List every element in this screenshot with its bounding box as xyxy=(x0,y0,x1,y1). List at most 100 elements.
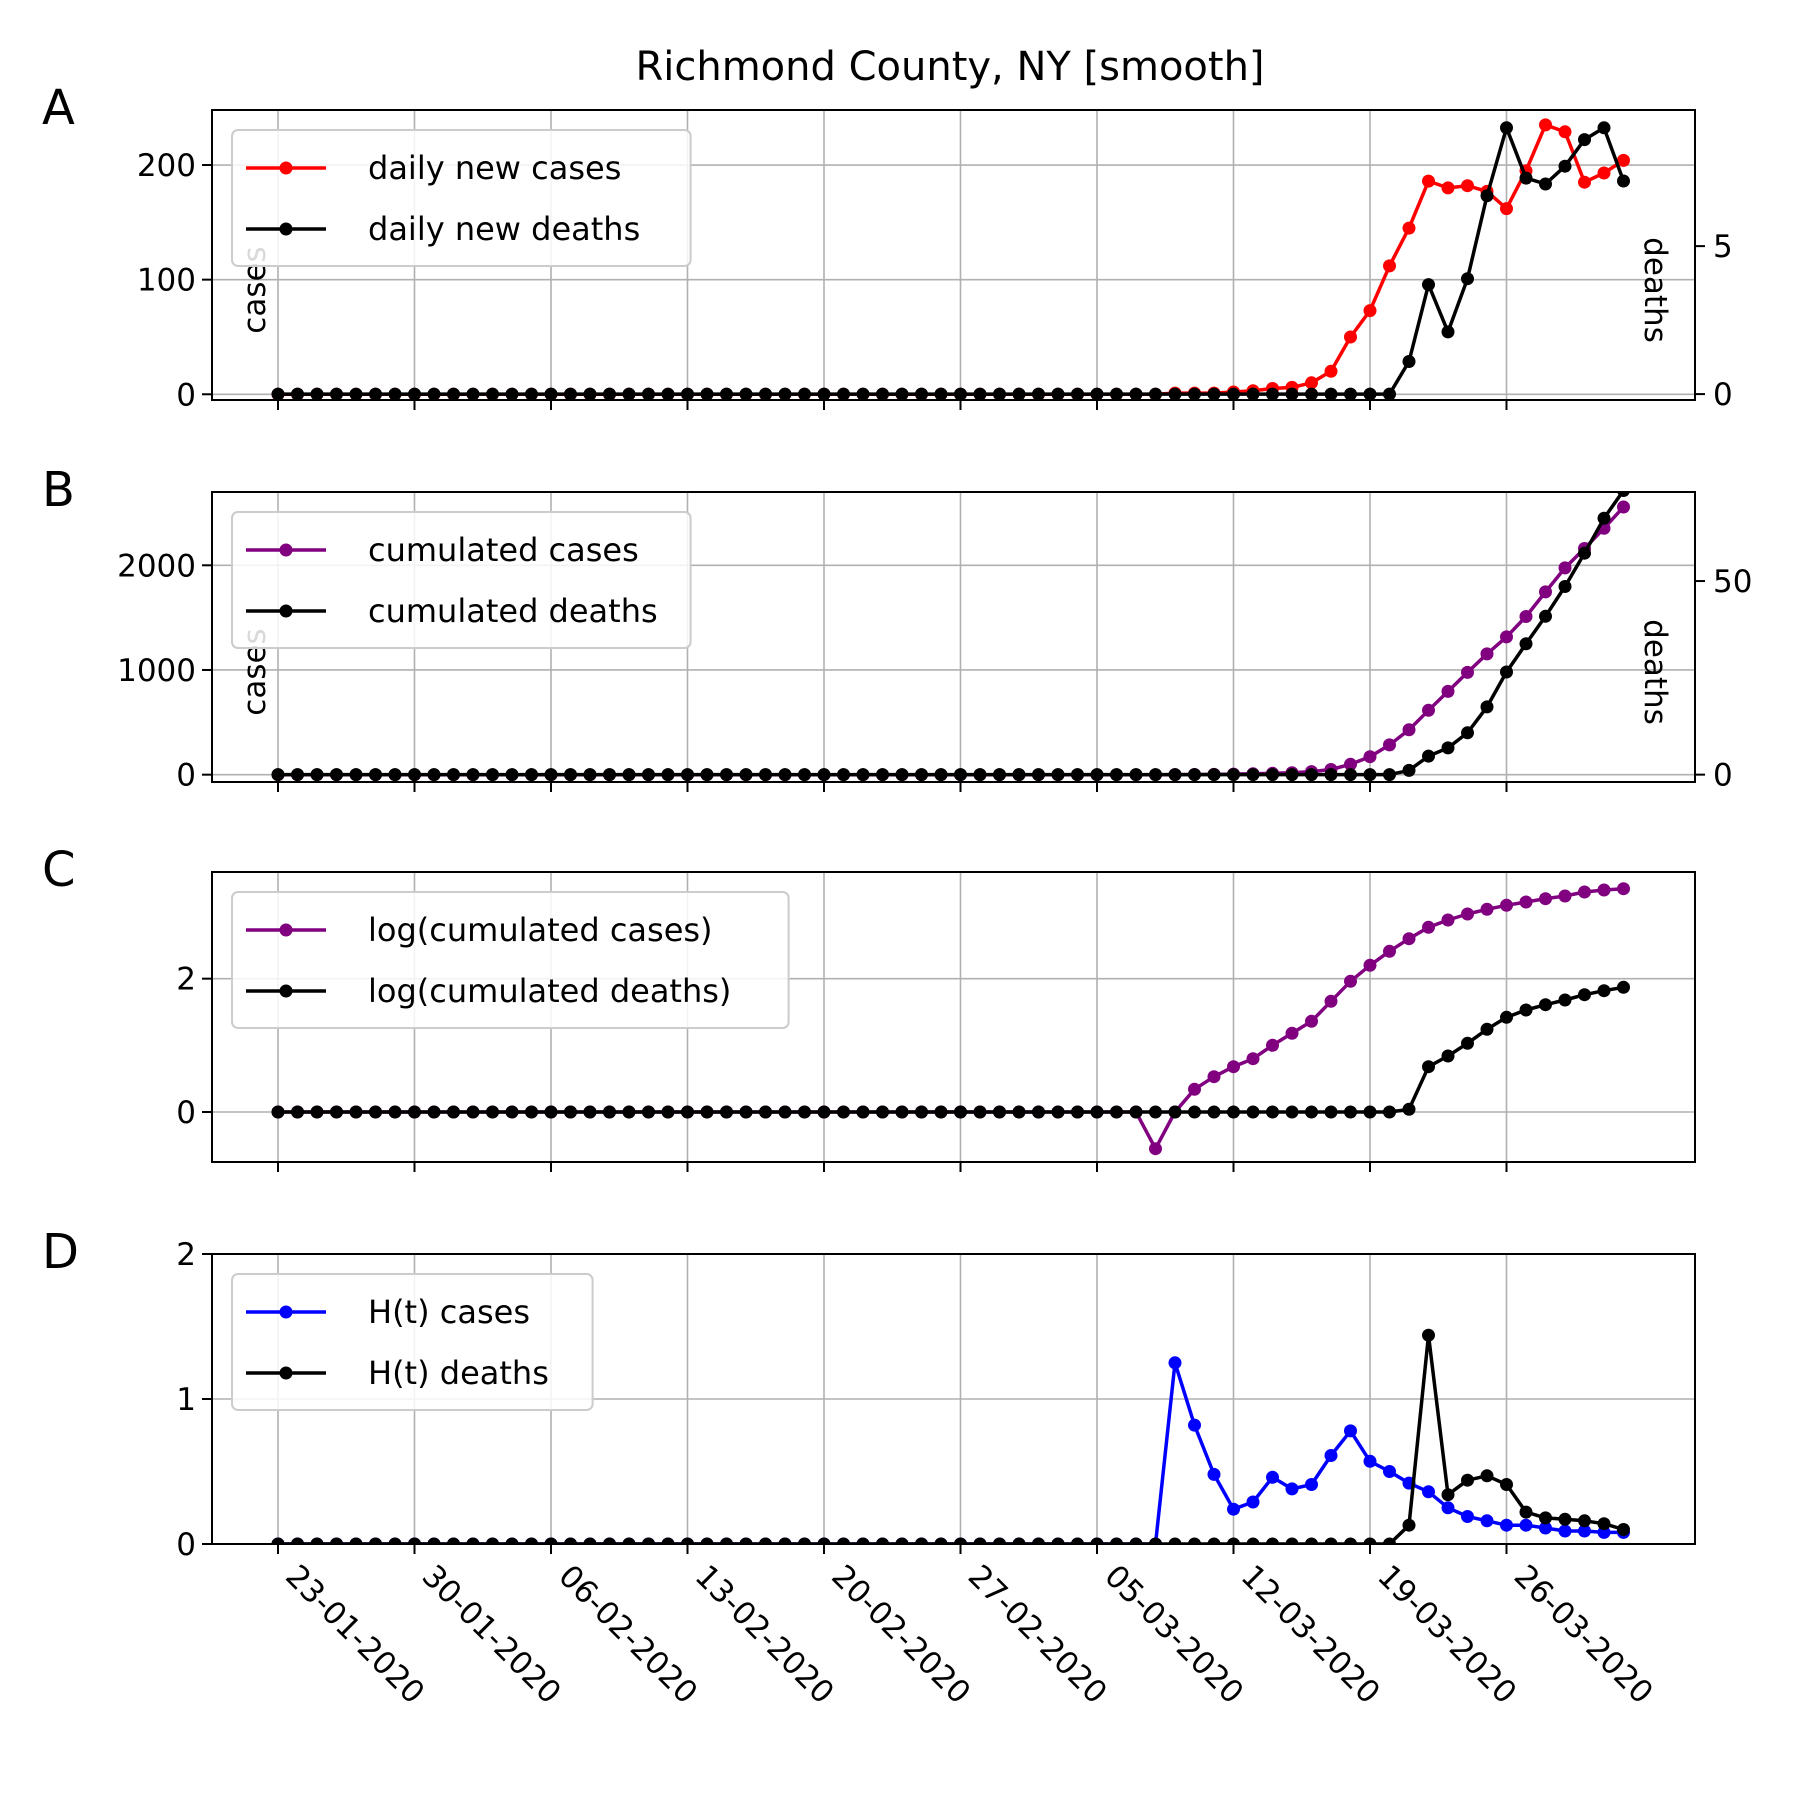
data-point xyxy=(466,1105,480,1119)
data-point xyxy=(700,387,714,400)
data-point xyxy=(1500,1478,1513,1491)
data-point xyxy=(1539,892,1552,906)
data-point xyxy=(1578,1514,1591,1528)
data-point xyxy=(1402,1102,1416,1116)
data-point xyxy=(1597,883,1611,897)
data-point xyxy=(1422,278,1435,292)
data-point xyxy=(1188,1082,1201,1096)
data-point xyxy=(1324,387,1338,400)
data-point xyxy=(1422,174,1435,188)
data-point xyxy=(622,387,636,400)
data-point xyxy=(408,1537,421,1544)
data-point xyxy=(525,1105,538,1119)
data-point xyxy=(1071,1537,1084,1544)
data-point xyxy=(1227,1537,1240,1544)
data-point xyxy=(1558,561,1572,575)
data-point xyxy=(1461,179,1474,193)
data-point xyxy=(973,1105,987,1119)
data-point xyxy=(1344,974,1357,988)
data-point xyxy=(330,387,343,400)
legend-marker xyxy=(279,222,293,236)
y2-tick-label: 50 xyxy=(1713,564,1752,600)
data-point xyxy=(388,768,402,782)
data-point xyxy=(1168,1537,1182,1544)
data-point xyxy=(1110,1537,1123,1544)
data-point xyxy=(1363,1537,1377,1544)
data-point xyxy=(1363,750,1377,764)
data-point xyxy=(1597,121,1611,135)
data-point xyxy=(1539,177,1552,191)
legend-box xyxy=(231,1273,594,1411)
series-line-deaths xyxy=(278,1333,1624,1544)
data-point xyxy=(759,387,772,400)
data-point xyxy=(1617,980,1630,994)
data-point xyxy=(1578,988,1591,1002)
data-point xyxy=(661,387,675,400)
data-point xyxy=(1383,1465,1396,1478)
data-point xyxy=(1617,153,1630,167)
data-point xyxy=(876,1105,889,1119)
data-point xyxy=(1246,1495,1260,1509)
data-point xyxy=(330,1537,343,1544)
data-point xyxy=(1480,700,1494,714)
data-point xyxy=(1344,1424,1357,1438)
data-point xyxy=(759,1537,772,1544)
data-point xyxy=(642,768,655,782)
data-point xyxy=(1285,387,1299,400)
data-point xyxy=(486,1537,499,1544)
data-point xyxy=(681,768,694,782)
data-point xyxy=(1266,387,1279,400)
data-point xyxy=(720,1537,733,1544)
data-point xyxy=(837,387,850,400)
data-point xyxy=(1558,125,1572,139)
data-point xyxy=(1597,1517,1611,1531)
data-point xyxy=(1617,492,1630,497)
data-point xyxy=(1168,387,1182,400)
data-point xyxy=(466,1537,480,1544)
data-point xyxy=(1051,768,1065,782)
data-point xyxy=(310,387,324,400)
data-point xyxy=(1051,1105,1065,1119)
data-point xyxy=(1305,1105,1318,1119)
data-point xyxy=(1110,387,1123,400)
legend-marker xyxy=(279,161,293,175)
data-point xyxy=(1129,1105,1143,1119)
series-line-deaths xyxy=(278,985,1624,1114)
data-point xyxy=(622,1537,636,1544)
legend-marker xyxy=(279,1305,293,1319)
data-point xyxy=(817,387,831,400)
data-point xyxy=(525,387,538,400)
data-point xyxy=(1285,1537,1299,1544)
data-point xyxy=(1539,1511,1552,1525)
data-point xyxy=(447,768,460,782)
y-tick-label: 2 xyxy=(176,962,196,998)
data-point xyxy=(1539,1521,1552,1535)
data-point xyxy=(622,1105,636,1119)
date-labels: 23-01-202030-01-202006-02-202013-02-2020… xyxy=(278,1558,1659,1711)
data-point xyxy=(1558,889,1572,903)
data-point xyxy=(876,1537,889,1544)
panel-letter: A xyxy=(42,80,75,136)
data-point xyxy=(1227,1060,1240,1074)
legend-marker xyxy=(279,1366,293,1380)
data-point xyxy=(1500,1518,1513,1532)
data-point xyxy=(388,1105,402,1119)
y-tick-label: 200 xyxy=(137,148,196,184)
data-point xyxy=(388,387,402,400)
legend-label: H(t) cases xyxy=(368,1293,530,1331)
data-point xyxy=(1246,387,1260,400)
y2-tick-label: 5 xyxy=(1713,229,1733,265)
data-point xyxy=(1363,1454,1377,1468)
data-point xyxy=(1617,174,1630,188)
data-point xyxy=(1519,171,1533,185)
data-point xyxy=(1168,1356,1182,1370)
data-point xyxy=(1149,1537,1162,1544)
data-point xyxy=(1149,1142,1162,1156)
data-point xyxy=(1324,1105,1338,1119)
data-point xyxy=(1188,1418,1201,1432)
data-point xyxy=(895,1537,909,1544)
data-point xyxy=(1558,1512,1572,1526)
data-point xyxy=(700,768,714,782)
data-point xyxy=(1422,1328,1435,1342)
